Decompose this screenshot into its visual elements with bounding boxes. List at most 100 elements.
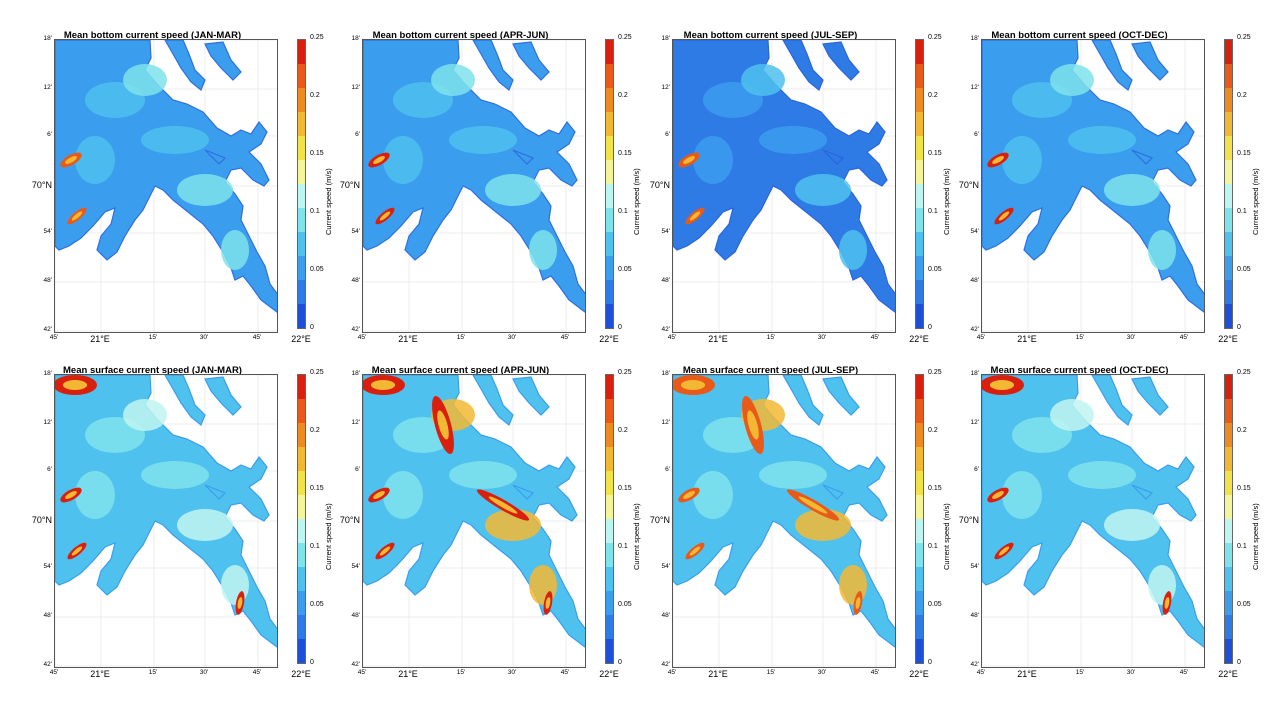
- y-tick-label: 70°N: [958, 515, 979, 525]
- y-tick-label: 42': [43, 326, 52, 333]
- panel-title: Mean surface current speed (JUL-SEP): [682, 365, 859, 376]
- x-tick-label: 45': [870, 669, 880, 676]
- y-tick-label: 48': [970, 277, 979, 284]
- x-tick-label: 45': [252, 334, 262, 341]
- speed-patch: [741, 64, 785, 96]
- y-tick-label: 70°N: [339, 515, 360, 525]
- y-tick-label: 42': [351, 326, 360, 333]
- colorbar: [915, 374, 924, 664]
- speed-patch: [1148, 565, 1176, 605]
- colorbar-tick-label: 0.25: [1237, 369, 1251, 376]
- colorbar-tick-label: 0.25: [310, 369, 324, 376]
- colorbar-label: Current speed (m/s): [1251, 168, 1260, 235]
- high-speed-core: [545, 597, 551, 609]
- speed-patch: [141, 461, 209, 489]
- x-tick-label: 45': [870, 334, 880, 341]
- x-tick-label: 21°E: [1017, 669, 1037, 679]
- y-tick-label: 54': [351, 228, 360, 235]
- colorbar-tick-label: 0.05: [928, 601, 942, 608]
- colorbar-label: Current speed (m/s): [632, 503, 641, 570]
- y-tick-label: 42': [970, 326, 979, 333]
- y-tick-label: 48': [351, 277, 360, 284]
- y-tick-label: 70°N: [31, 180, 52, 190]
- y-tick-label: 54': [43, 228, 52, 235]
- x-tick-label: 15': [1075, 334, 1085, 341]
- high-speed-core: [488, 496, 518, 514]
- colorbar-tick-label: 0.1: [618, 208, 628, 215]
- panel-title: Mean bottom current speed (OCT-DEC): [991, 30, 1168, 41]
- x-tick-label: 22°E: [291, 669, 311, 679]
- y-tick-label: 12': [43, 419, 52, 426]
- high-speed-core: [71, 211, 83, 221]
- x-tick-label: 30': [199, 334, 209, 341]
- colorbar-tick-label: 0: [1237, 324, 1241, 331]
- y-tick-label: 70°N: [339, 180, 360, 190]
- colorbar-tick-label: 0.2: [928, 92, 938, 99]
- colorbar-tick-label: 0.25: [618, 34, 632, 41]
- high-speed-core: [1164, 597, 1170, 609]
- panel-title: Mean surface current speed (APR-JUN): [371, 365, 550, 376]
- x-tick-label: 21°E: [708, 334, 728, 344]
- speed-patch: [431, 64, 475, 96]
- map-canvas: [673, 40, 895, 332]
- speed-patch: [1148, 230, 1176, 270]
- y-tick-label: 12': [351, 419, 360, 426]
- high-speed-core: [689, 211, 701, 221]
- map-panel-surface-oct-dec: Mean surface current speed (OCT-DEC) 18' 1…: [957, 365, 1260, 679]
- speed-patch: [1050, 399, 1094, 431]
- y-tick-label: 48': [970, 612, 979, 619]
- high-speed-core: [379, 546, 391, 556]
- colorbar-tick-label: 0.05: [618, 601, 632, 608]
- colorbar: [605, 374, 614, 664]
- y-tick-label: 18': [661, 35, 670, 42]
- speed-patch: [449, 461, 517, 489]
- y-tick-label: 54': [661, 563, 670, 570]
- colorbar: [1224, 374, 1233, 664]
- x-tick-label: 15': [1075, 669, 1085, 676]
- x-tick-label: 22°E: [599, 669, 619, 679]
- y-tick-label: 70°N: [31, 515, 52, 525]
- colorbar-tick-label: 0.1: [928, 543, 938, 550]
- map-canvas: [55, 40, 277, 332]
- high-speed-core: [237, 597, 243, 609]
- high-speed-core: [65, 491, 77, 499]
- x-tick-label: 45': [252, 669, 262, 676]
- x-tick-label: 21°E: [90, 334, 110, 344]
- x-tick-label: 45': [1179, 334, 1189, 341]
- colorbar-tick-label: 0.1: [310, 543, 320, 550]
- current-speed-map: [362, 39, 586, 333]
- y-tick-label: 12': [43, 84, 52, 91]
- y-tick-label: 54': [970, 563, 979, 570]
- y-tick-label: 54': [970, 228, 979, 235]
- x-tick-label: 21°E: [398, 669, 418, 679]
- panel-title: Mean bottom current speed (APR-JUN): [372, 30, 549, 41]
- speed-patch: [485, 174, 541, 206]
- map-canvas: [363, 40, 585, 332]
- y-tick-label: 48': [43, 277, 52, 284]
- y-tick-label: 54': [43, 563, 52, 570]
- high-speed-core: [62, 380, 88, 390]
- speed-patch: [123, 399, 167, 431]
- x-tick-label: 22°E: [909, 669, 929, 679]
- colorbar-tick-label: 0.15: [1237, 150, 1251, 157]
- x-tick-label: 15': [766, 334, 776, 341]
- colorbar-tick-label: 0.2: [928, 427, 938, 434]
- x-tick-label: 15': [148, 334, 158, 341]
- colorbar-tick-label: 0.15: [928, 150, 942, 157]
- high-speed-core: [798, 496, 828, 514]
- panel-title: Mean surface current speed (OCT-DEC): [990, 365, 1169, 376]
- colorbar-tick-label: 0.1: [928, 208, 938, 215]
- y-tick-label: 18': [661, 370, 670, 377]
- x-tick-label: 21°E: [90, 669, 110, 679]
- speed-patch: [839, 230, 867, 270]
- colorbar-tick-label: 0.25: [1237, 34, 1251, 41]
- colorbar-tick-label: 0.2: [1237, 427, 1247, 434]
- colorbar-tick-label: 0.05: [928, 266, 942, 273]
- y-tick-label: 12': [661, 419, 670, 426]
- colorbar-label: Current speed (m/s): [632, 168, 641, 235]
- high-speed-core: [680, 380, 706, 390]
- colorbar-tick-label: 0.05: [310, 266, 324, 273]
- speed-patch: [1050, 64, 1094, 96]
- speed-patch: [221, 230, 249, 270]
- y-tick-label: 70°N: [649, 515, 670, 525]
